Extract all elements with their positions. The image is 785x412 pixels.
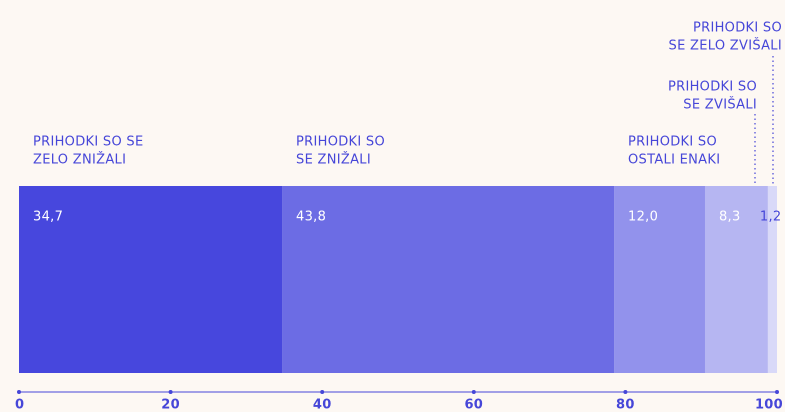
category-label: SE ZELO ZVIŠALI xyxy=(669,38,782,54)
category-label: PRIHODKI SO xyxy=(296,135,385,150)
category-label: PRIHODKI SO xyxy=(668,80,757,95)
category-label: SE ZVIŠALI xyxy=(683,97,757,113)
x-tick-label: 20 xyxy=(161,398,180,412)
value-label: 12,0 xyxy=(628,210,658,225)
bar-segment xyxy=(19,186,283,373)
x-tick xyxy=(623,390,628,394)
value-label: 1,2 xyxy=(760,210,782,225)
value-label: 43,8 xyxy=(296,210,326,225)
bar-segment xyxy=(767,186,777,373)
x-tick-label: 40 xyxy=(313,398,332,412)
category-label: PRIHODKI SO xyxy=(693,21,782,36)
bar-segment xyxy=(282,186,615,373)
bar-segment xyxy=(614,186,705,373)
category-label: OSTALI ENAKI xyxy=(628,153,720,168)
category-label: ZELO ZNIŽALI xyxy=(33,152,126,168)
x-tick-label: 100 xyxy=(755,398,783,412)
bar-segment xyxy=(704,186,768,373)
x-tick xyxy=(17,390,21,394)
category-label: PRIHODKI SO SE xyxy=(33,135,144,150)
x-tick-label: 0 xyxy=(15,398,24,412)
x-tick-label: 60 xyxy=(464,398,483,412)
x-tick-label: 80 xyxy=(616,398,635,412)
x-tick xyxy=(471,390,476,394)
x-tick xyxy=(775,390,779,394)
category-label: SE ZNIŽALI xyxy=(296,152,371,168)
value-label: 34,7 xyxy=(33,210,63,225)
x-tick xyxy=(320,390,325,394)
value-label: 8,3 xyxy=(719,210,741,225)
x-tick xyxy=(168,390,173,394)
category-label: PRIHODKI SO xyxy=(628,135,717,150)
